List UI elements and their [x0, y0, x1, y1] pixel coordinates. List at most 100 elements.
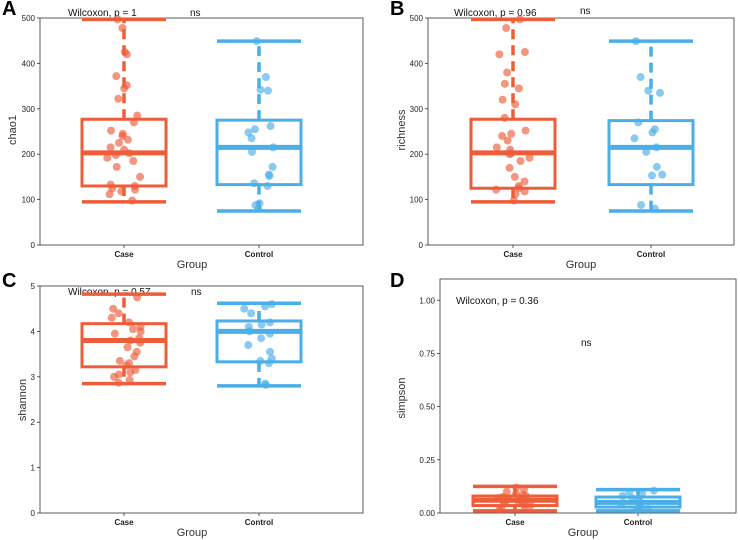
box-iqr	[607, 119, 695, 187]
data-point	[103, 153, 112, 162]
data-point	[515, 15, 524, 24]
data-point	[133, 111, 142, 120]
data-point	[256, 85, 265, 94]
data-point	[263, 181, 272, 190]
data-point	[124, 318, 133, 327]
data-point	[644, 504, 653, 513]
data-point	[512, 489, 521, 498]
data-point	[644, 86, 653, 95]
chart-a: Wilcoxon, p = 1 ns Group chao1 0 100 200 30…	[7, 8, 364, 271]
y-tick-label: 200	[410, 150, 424, 159]
data-point	[244, 322, 253, 331]
y-tick-label: 0	[31, 509, 36, 518]
data-point	[511, 100, 520, 109]
plot-area: 0 100 200 300 400 500 Case Control	[410, 14, 735, 259]
box-control	[594, 486, 682, 514]
data-point	[520, 187, 529, 196]
data-point	[658, 170, 667, 179]
data-point	[511, 190, 520, 199]
box-iqr	[80, 322, 168, 369]
data-point	[123, 343, 132, 352]
data-point	[250, 179, 259, 188]
data-point	[244, 341, 253, 350]
data-point	[114, 94, 123, 103]
data-point	[492, 185, 501, 194]
data-point	[521, 126, 530, 135]
data-point	[637, 201, 646, 210]
data-point	[510, 172, 519, 181]
x-tick-label: Control	[624, 518, 652, 527]
test-label: Wilcoxon, p = 1	[68, 8, 137, 19]
data-point	[500, 79, 509, 88]
data-point	[507, 129, 516, 138]
x-axis-title: Group	[566, 259, 597, 271]
data-point	[132, 347, 141, 356]
data-point	[130, 181, 139, 190]
data-point	[107, 126, 116, 135]
data-point	[250, 125, 259, 134]
data-point	[505, 163, 514, 172]
panel-c: C Wilcoxon, p = 0.57 ns Group shannon 01…	[0, 270, 370, 540]
y-tick-label: 0	[419, 241, 424, 250]
x-tick-label: Control	[245, 518, 273, 527]
data-point	[125, 359, 134, 368]
sig-label: ns	[580, 6, 591, 17]
data-point	[520, 48, 529, 57]
y-tick-label: 0	[31, 241, 36, 250]
data-point	[257, 320, 266, 329]
panel-d: D Wilcoxon, p = 0.36 ns Group simpson 0.…	[370, 270, 740, 540]
data-point	[113, 15, 122, 24]
y-tick-label: 300	[22, 105, 36, 114]
y-tick-label: 2	[31, 418, 36, 427]
panel-label: C	[2, 270, 17, 292]
data-point	[267, 300, 276, 309]
y-tick-label: 500	[410, 14, 424, 23]
data-point	[261, 302, 270, 311]
test-label: Wilcoxon, p = 0.36	[456, 296, 539, 307]
data-point	[133, 293, 142, 302]
y-tick-label: 0.50	[419, 403, 435, 412]
data-point	[110, 329, 119, 338]
data-point	[111, 151, 120, 160]
data-point	[255, 199, 264, 208]
y-tick-label: 0.00	[419, 509, 435, 518]
y-tick-label: 300	[410, 105, 424, 114]
data-point	[257, 334, 266, 343]
box-case	[80, 15, 168, 205]
data-point	[498, 132, 507, 141]
y-tick-label: 3	[31, 373, 36, 382]
data-point	[112, 162, 121, 171]
panel-b: B Wilcoxon, p = 0.96 ns Group richness 0…	[370, 0, 740, 271]
data-point	[520, 177, 529, 186]
data-point	[506, 145, 515, 154]
data-point	[634, 118, 643, 127]
data-point	[115, 356, 124, 365]
data-point	[118, 23, 127, 32]
data-point	[503, 68, 512, 77]
sig-label: ns	[191, 287, 202, 298]
y-tick-label: 100	[410, 196, 424, 205]
data-point	[265, 329, 274, 338]
data-point	[125, 375, 134, 384]
box-case	[471, 483, 559, 514]
data-point	[118, 129, 127, 138]
data-point	[514, 181, 523, 190]
box-control	[607, 37, 695, 213]
y-axis-title: simpson	[396, 378, 408, 419]
data-point	[652, 162, 661, 171]
data-point	[631, 37, 640, 46]
data-point	[117, 187, 126, 196]
data-point	[264, 86, 273, 95]
chart-d: Wilcoxon, p = 0.36 ns Group simpson 0.00…	[396, 278, 737, 539]
data-point	[638, 489, 647, 498]
sig-label: ns	[190, 8, 201, 19]
data-point	[244, 128, 253, 137]
data-point	[519, 485, 528, 494]
data-point	[618, 491, 627, 500]
box-case	[80, 292, 168, 387]
data-point	[492, 143, 501, 152]
data-point	[649, 486, 658, 495]
panel-label: D	[390, 270, 405, 292]
data-point	[267, 354, 276, 363]
plot-frame	[427, 17, 735, 246]
